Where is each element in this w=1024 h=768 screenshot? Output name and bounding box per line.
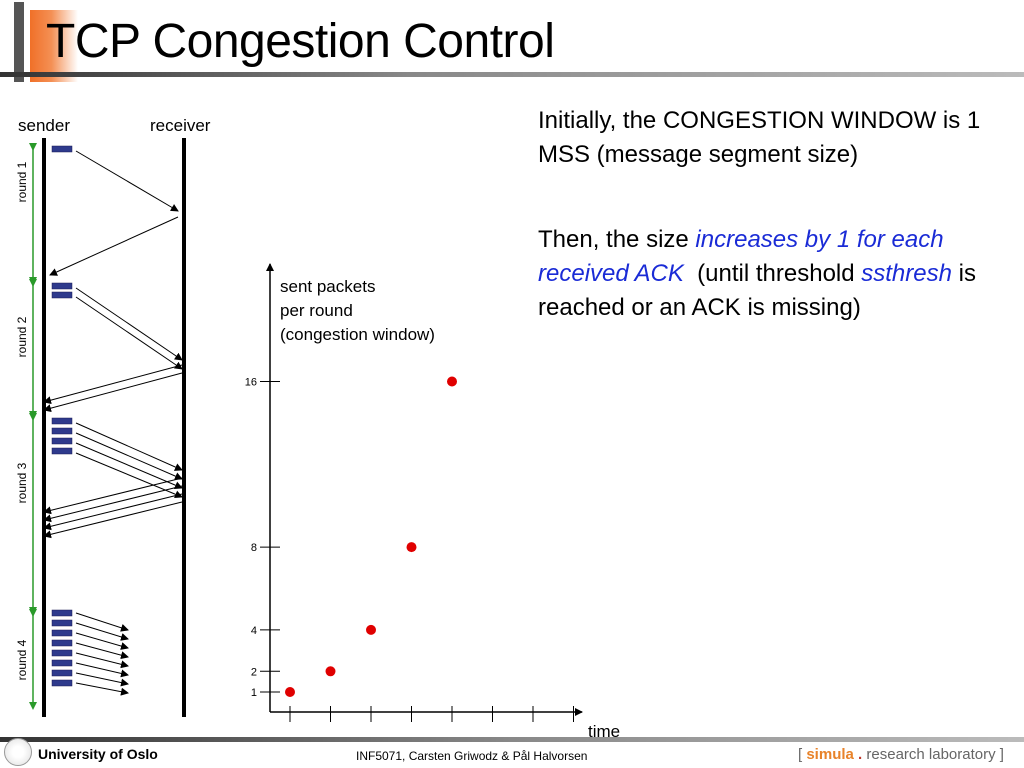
round-label: round 4	[15, 639, 29, 680]
packet-arrow	[43, 485, 183, 523]
packet-arrow	[43, 372, 183, 413]
sender-label: sender	[18, 116, 70, 135]
round-label: round 1	[15, 161, 29, 202]
packet-block	[51, 639, 73, 647]
packet-block	[51, 282, 73, 290]
simula-dot: .	[853, 746, 867, 763]
text-increase-a: Then, the size	[538, 226, 696, 253]
packet-arrow	[75, 442, 183, 489]
packet-arrow	[49, 216, 179, 276]
packet-block	[51, 437, 73, 445]
footer-course: INF5071, Carsten Griwodz & Pål Halvorsen	[356, 749, 588, 763]
graph-xlabel: time	[588, 722, 620, 740]
packet-block	[51, 629, 73, 637]
congestion-diagram: round 1 round 2 round 3 round 4 16 8 4 2 1 s…	[15, 138, 620, 740]
packet-block	[51, 447, 73, 455]
title-rule	[0, 72, 1024, 77]
packet-arrow	[75, 296, 183, 370]
title-accent	[30, 10, 78, 82]
packet-block	[51, 609, 73, 617]
packet-arrow	[75, 150, 179, 212]
graph-ylabel-line3: (congestion window)	[280, 325, 435, 344]
packet-block	[51, 659, 73, 667]
y-tick-label: 4	[251, 625, 257, 637]
packet-arrow	[75, 287, 183, 361]
window-point	[406, 542, 417, 553]
simula-bracket: [	[798, 746, 807, 763]
window-point	[285, 687, 295, 697]
graph-ylabel-line2: per round	[280, 301, 353, 320]
packet-arrow	[75, 652, 129, 669]
graph-ylabel-line1: sent packets	[280, 277, 375, 296]
text-ssthresh: ssthresh	[861, 260, 952, 287]
footer-university: University of Oslo	[38, 746, 158, 762]
packet-blocks	[51, 145, 73, 687]
packet-arrow	[43, 364, 183, 405]
packet-arrow	[43, 501, 183, 539]
packet-arrow	[75, 632, 129, 650]
y-ticks: 16 8 4 2 1	[245, 377, 280, 699]
simula-logo: [ simula . research laboratory ]	[798, 746, 1004, 763]
packet-arrow	[43, 477, 183, 515]
y-tick-label: 2	[251, 666, 257, 678]
packet-block	[51, 145, 73, 153]
title-accent-bar	[14, 2, 24, 82]
packet-block	[51, 619, 73, 627]
packet-arrow	[75, 672, 129, 687]
window-points	[285, 376, 457, 697]
text-increase-b: (until threshold	[683, 260, 862, 287]
footer-rule	[0, 737, 1024, 742]
text-increase-em: increases by 1 for each received ACK	[538, 226, 944, 287]
packet-arrows	[43, 150, 183, 696]
packet-arrow	[43, 493, 183, 531]
window-point	[366, 624, 376, 635]
packet-arrow	[75, 642, 129, 660]
packet-arrow	[75, 682, 129, 696]
packet-block	[51, 649, 73, 657]
y-tick-label: 8	[251, 542, 257, 554]
packet-arrow	[75, 452, 183, 499]
packet-block	[51, 417, 73, 425]
packet-block	[51, 427, 73, 435]
window-point	[447, 376, 457, 387]
packet-block	[51, 669, 73, 677]
y-tick-label: 1	[251, 687, 257, 699]
receiver-label: receiver	[150, 116, 211, 135]
x-ticks	[289, 706, 574, 722]
packet-arrow	[75, 622, 129, 641]
page-title: TCP Congestion Control	[46, 15, 555, 68]
packet-arrow	[75, 662, 129, 678]
packet-arrow	[75, 612, 129, 632]
packet-block	[51, 679, 73, 687]
text-increase: Then, the size increases by 1 for each r…	[538, 223, 1018, 325]
window-point	[325, 666, 336, 677]
packet-block	[51, 291, 73, 299]
simula-rest: research laboratory ]	[866, 746, 1004, 763]
round-label: round 2	[15, 316, 29, 357]
simula-word: simula	[806, 746, 854, 763]
y-tick-label: 16	[245, 377, 257, 389]
packet-arrow	[75, 432, 183, 480]
packet-arrow	[75, 422, 183, 471]
round-label: round 3	[15, 462, 29, 503]
university-seal-icon	[4, 738, 32, 766]
text-increase-c: is reached or an ACK is missing)	[538, 260, 976, 321]
text-initial: Initially, the CONGESTION WINDOW is 1 MS…	[538, 107, 981, 168]
